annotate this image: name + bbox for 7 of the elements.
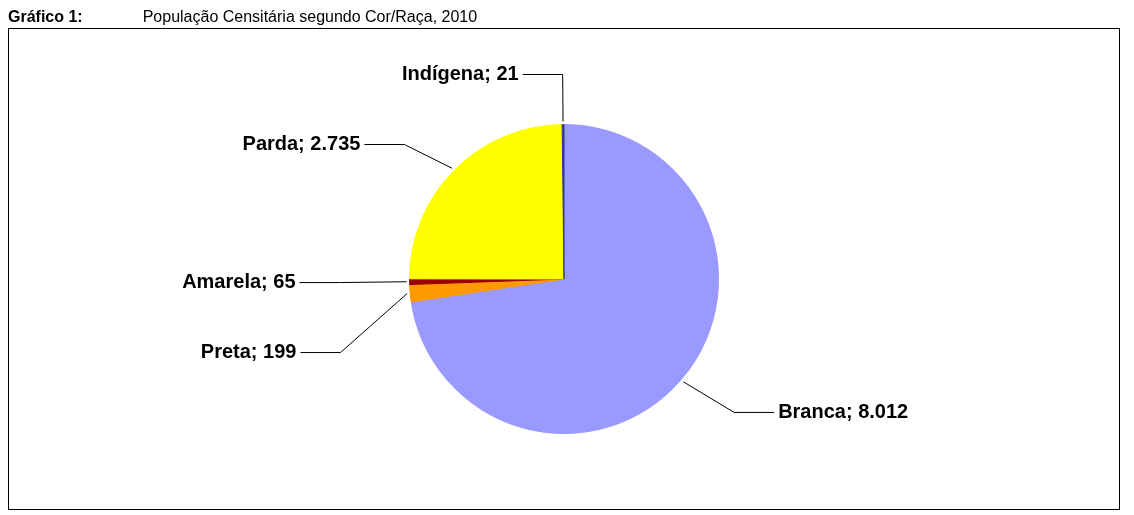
slice-label: Preta; 199 — [200, 340, 297, 363]
slice-label: Parda; 2.735 — [242, 132, 361, 155]
slice-label: Amarela; 65 — [182, 270, 296, 293]
slice-label: Branca; 8.012 — [778, 399, 909, 422]
text: Gráfico 1: — [8, 8, 83, 25]
chart-subtitle: População Censitária segundo Cor/Raça, 2010 — [142, 8, 478, 25]
slice-label: Indígena; 21 — [401, 62, 519, 85]
